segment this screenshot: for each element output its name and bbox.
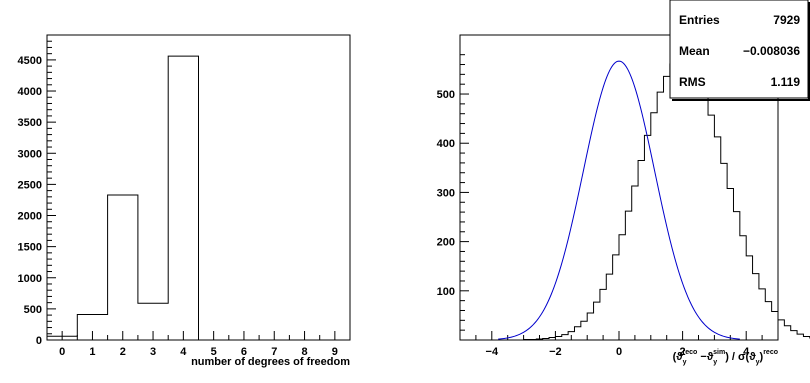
- stats-rms-value: 1.119: [771, 75, 801, 89]
- x-tick-label: 0: [616, 346, 622, 358]
- histogram-outline: [47, 55, 350, 341]
- y-tick-label: 300: [437, 187, 455, 199]
- x-tick-label: 3: [150, 346, 156, 358]
- y-tick-label: 4000: [18, 86, 42, 98]
- xlabel-part: −ϑ: [697, 351, 713, 363]
- xlabel-part: ) / σ(ϑ: [725, 351, 756, 363]
- x-tick-label: 7: [271, 346, 277, 358]
- stats-mean-value: −0.008036: [743, 44, 800, 58]
- gaussian-fit-curve: [498, 60, 740, 340]
- stats-box-frame: [669, 0, 809, 99]
- stats-box: Entries 7929 Mean −0.008036 RMS 1.119: [669, 0, 810, 101]
- x-tick-label: 8: [301, 346, 307, 358]
- xlabel-sub: y: [713, 359, 717, 366]
- x-axis-title: (ϑyreco −ϑysim) / σ(ϑy)reco: [673, 349, 778, 366]
- x-tick-label: −4: [486, 346, 499, 358]
- x-tick-label: 1: [89, 346, 95, 358]
- y-tick-label: 1500: [18, 242, 42, 254]
- stats-entries-value: 7929: [773, 13, 800, 27]
- x-tick-label: 2: [680, 346, 686, 358]
- y-tick-label: 500: [437, 89, 455, 101]
- y-axis: 0 500 1000 1500 2000 2500 3000 3500 4000 4500: [18, 40, 56, 347]
- y-tick-label: 1000: [18, 273, 42, 285]
- x-tick-label: 0: [59, 346, 65, 358]
- xlabel-part: (ϑ: [673, 351, 684, 363]
- y-tick-label: 100: [437, 286, 455, 298]
- x-tick-label: 2: [120, 346, 126, 358]
- x-tick-label: 4: [180, 346, 187, 358]
- y-tick-label: 3000: [18, 148, 42, 160]
- y-tick-label: 3500: [18, 117, 42, 129]
- xlabel-sub: y: [756, 359, 760, 366]
- x-tick-label: 5: [211, 346, 217, 358]
- dof-histogram: 0 500 1000 1500 2000 2500 3000 3500 4000 4500 0 1 2…: [18, 34, 351, 368]
- y-tick-label: 2500: [18, 179, 42, 191]
- x-tick-label: 4: [743, 346, 750, 358]
- x-tick-label: 9: [332, 346, 338, 358]
- y-tick-label: 2000: [18, 211, 42, 223]
- stats-rms-label: RMS: [679, 75, 706, 89]
- xlabel-sub: y: [683, 359, 687, 366]
- x-axis-title: number of degrees of freedom: [191, 356, 350, 368]
- y-tick-label: 200: [437, 237, 455, 249]
- y-axis: 100 200 300 400 500: [437, 54, 469, 331]
- stats-mean-label: Mean: [679, 44, 710, 58]
- x-tick-label: 6: [241, 346, 247, 358]
- x-axis: −4 −2 0 2 4: [459, 331, 779, 358]
- xlabel-part: ): [760, 351, 764, 363]
- residual-histogram: 100 200 300 400 500 −4 −2 0 2 4 Entries 7929 Mea…: [437, 0, 810, 366]
- x-tick-label: −2: [549, 346, 562, 358]
- xlabel-sup: reco: [763, 349, 778, 356]
- stats-entries-label: Entries: [679, 13, 720, 27]
- xlabel-sup: reco: [683, 349, 698, 356]
- y-tick-label: 0: [36, 335, 42, 347]
- x-axis: 0 1 2 3 4 5 6 7 8 9: [46, 331, 351, 358]
- xlabel-sup: sim: [713, 349, 725, 356]
- y-tick-label: 500: [24, 304, 42, 316]
- y-tick-label: 400: [437, 138, 455, 150]
- y-tick-label: 4500: [18, 55, 42, 67]
